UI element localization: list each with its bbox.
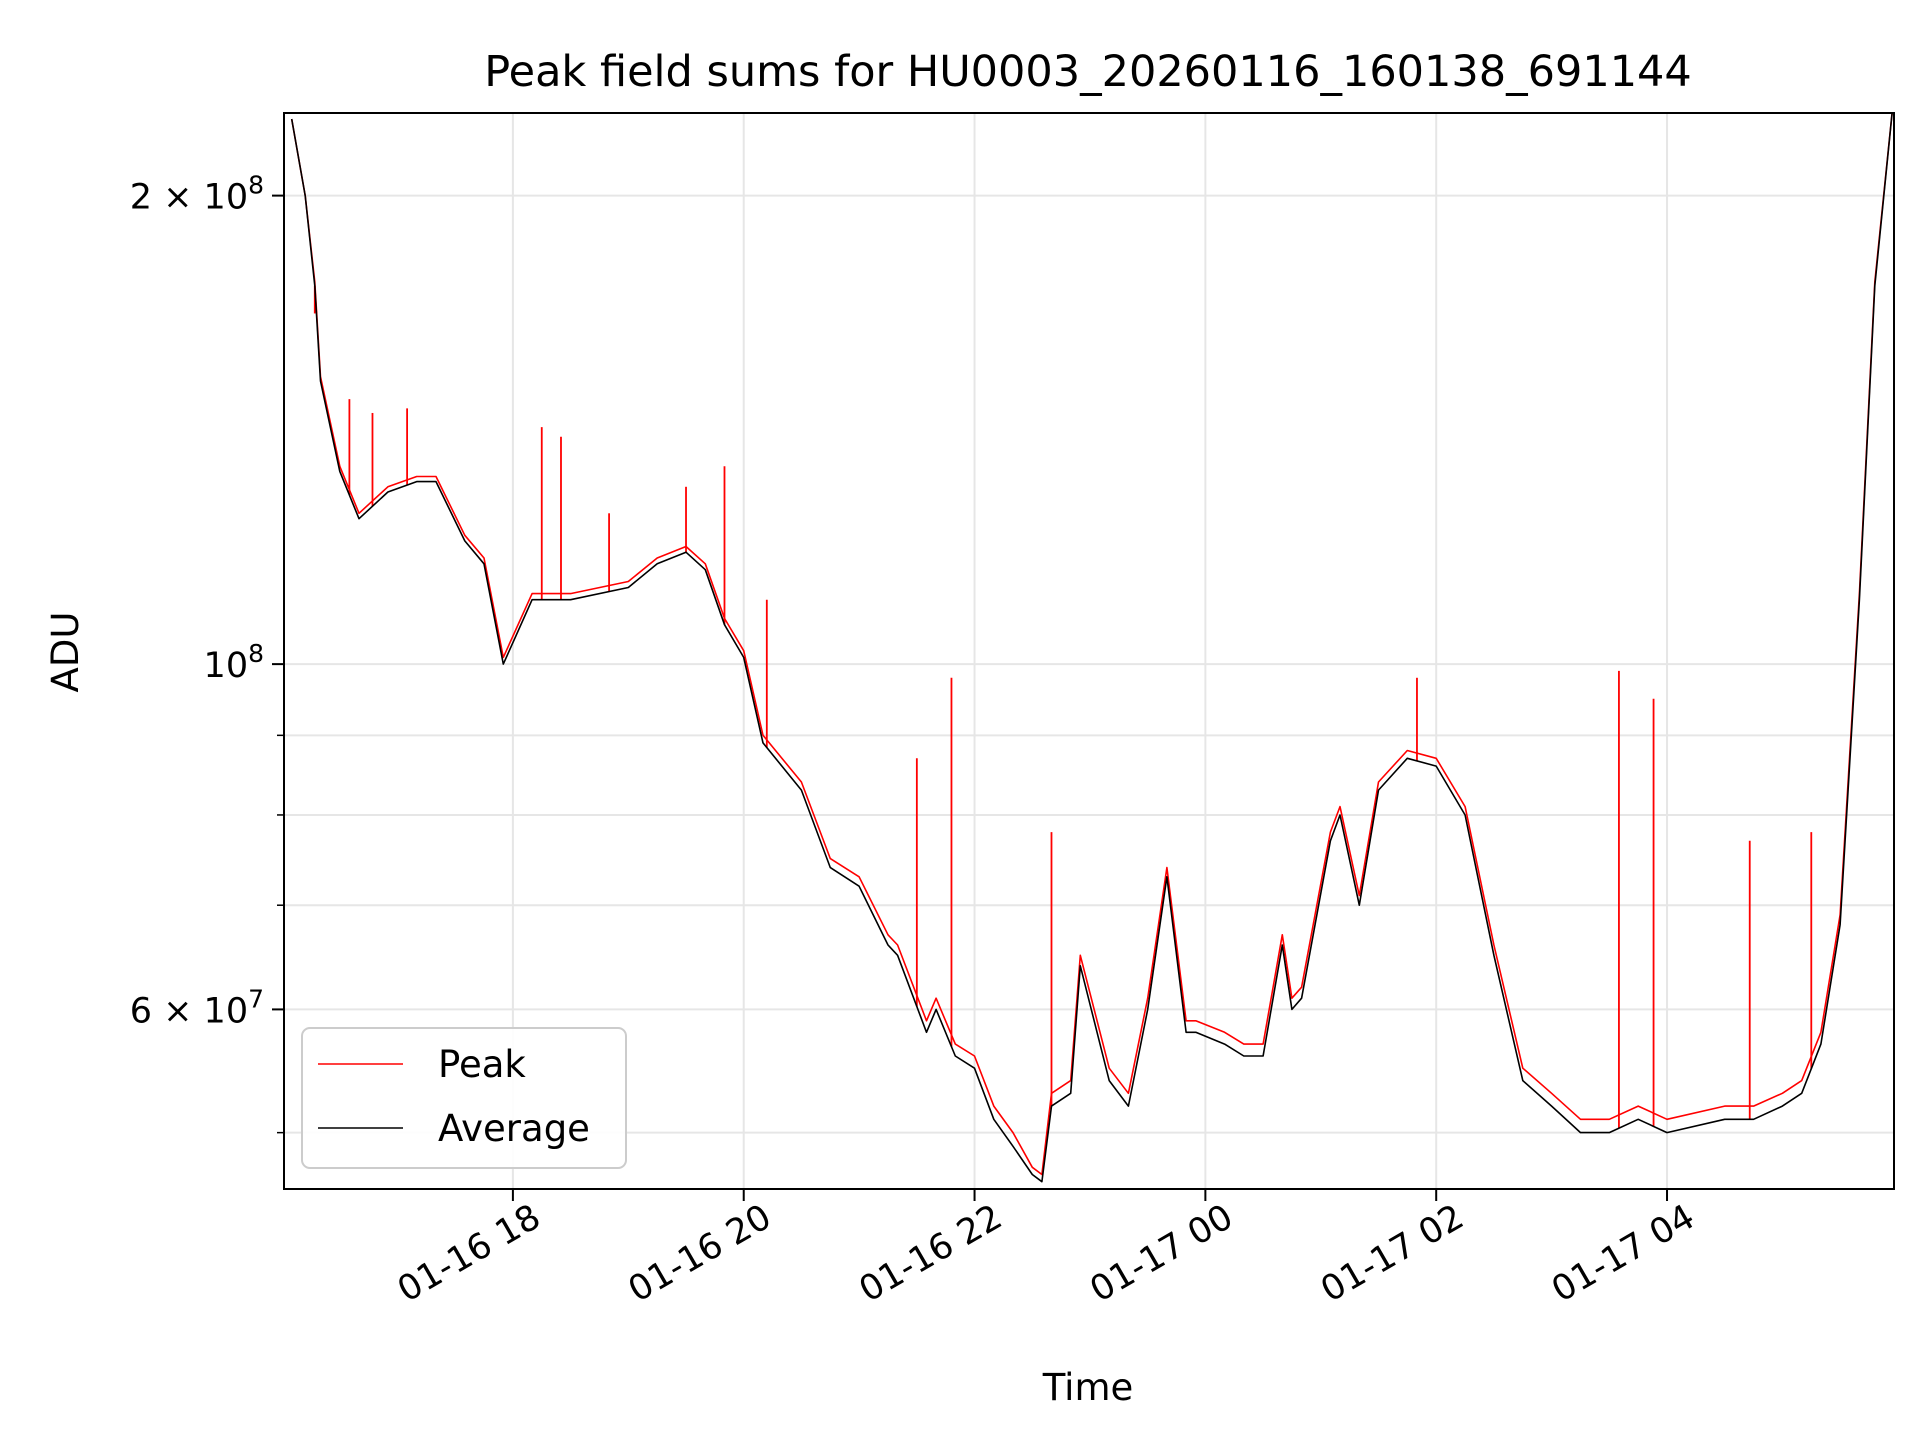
series-peak-line: [290, 113, 1893, 1176]
legend: Peak Average: [301, 1027, 627, 1169]
series-average-line: [290, 113, 1893, 1183]
y-axis: 2 × 108 108 6 × 107: [130, 171, 284, 1134]
y-axis-label: ADU: [44, 612, 87, 693]
legend-box: [301, 1027, 627, 1169]
plot-area: [290, 113, 1893, 1183]
y-tick-exponent: 7: [248, 984, 264, 1013]
y-tick-exponent: 8: [248, 171, 264, 200]
y-tick-exponent: 8: [248, 639, 264, 668]
y-tick-label: 6 × 107: [130, 984, 264, 1031]
series-layer: [290, 113, 1893, 1183]
axes-frame: [283, 112, 1895, 1190]
x-axis-label: Time: [1042, 1366, 1134, 1409]
legend-label-peak: Peak: [438, 1043, 526, 1086]
chart-title: Peak field sums for HU0003_20260116_1601…: [484, 47, 1692, 97]
legend-label-average: Average: [438, 1107, 590, 1150]
y-tick-label: 108: [204, 639, 264, 686]
y-tick-label: 2 × 108: [130, 171, 264, 218]
